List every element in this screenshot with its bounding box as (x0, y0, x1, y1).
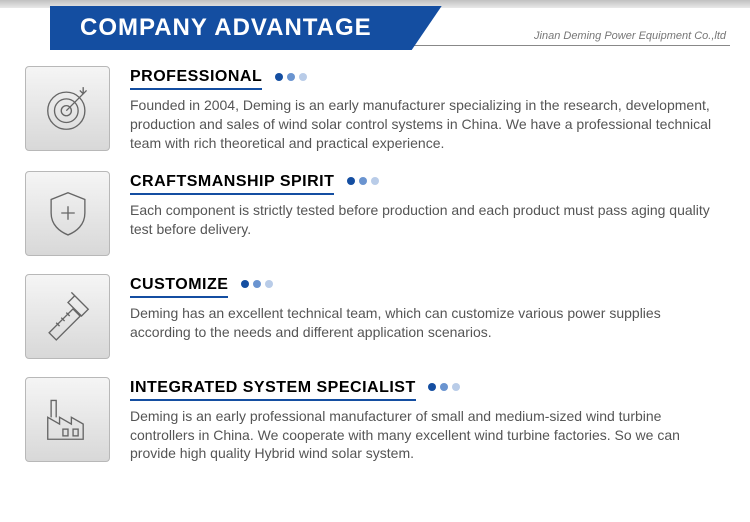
dots-icon (241, 280, 273, 288)
text-block: PROFESSIONAL Founded in 2004, Deming is … (130, 66, 725, 153)
page-title-banner: COMPANY ADVANTAGE (50, 6, 442, 50)
item-desc: Deming has an excellent technical team, … (130, 304, 725, 342)
icon-box (25, 66, 110, 151)
advantage-row: INTEGRATED SYSTEM SPECIALIST Deming is a… (25, 377, 725, 464)
advantage-row: PROFESSIONAL Founded in 2004, Deming is … (25, 66, 725, 153)
text-block: CUSTOMIZE Deming has an excellent techni… (130, 274, 725, 342)
header-underline (380, 45, 730, 46)
icon-box (25, 377, 110, 462)
text-block: CRAFTSMANSHIP SPIRIT Each component is s… (130, 171, 725, 239)
item-title: CRAFTSMANSHIP SPIRIT (130, 173, 334, 195)
company-name: Jinan Deming Power Equipment Co.,ltd (534, 30, 726, 42)
item-title: CUSTOMIZE (130, 276, 228, 298)
icon-box (25, 274, 110, 359)
header: COMPANY ADVANTAGE Jinan Deming Power Equ… (0, 0, 750, 56)
ruler-pencil-icon (41, 289, 95, 343)
item-title: PROFESSIONAL (130, 68, 262, 90)
content: PROFESSIONAL Founded in 2004, Deming is … (0, 56, 750, 473)
icon-box (25, 171, 110, 256)
text-block: INTEGRATED SYSTEM SPECIALIST Deming is a… (130, 377, 725, 464)
advantage-row: CRAFTSMANSHIP SPIRIT Each component is s… (25, 171, 725, 256)
item-title: INTEGRATED SYSTEM SPECIALIST (130, 379, 416, 401)
dots-icon (347, 177, 379, 185)
factory-icon (41, 392, 95, 446)
advantage-row: CUSTOMIZE Deming has an excellent techni… (25, 274, 725, 359)
page-title: COMPANY ADVANTAGE (80, 14, 372, 41)
shield-plus-icon (41, 186, 95, 240)
target-icon (41, 82, 95, 136)
dots-icon (275, 73, 307, 81)
item-desc: Deming is an early professional manufact… (130, 407, 725, 464)
item-desc: Each component is strictly tested before… (130, 201, 725, 239)
item-desc: Founded in 2004, Deming is an early manu… (130, 96, 725, 153)
dots-icon (428, 383, 460, 391)
